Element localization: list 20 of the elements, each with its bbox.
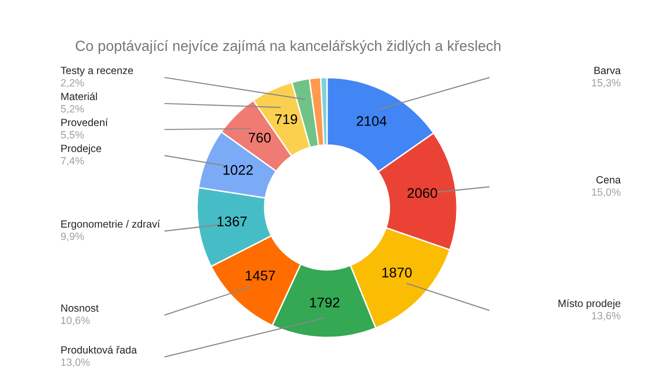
data-label: 1457 bbox=[246, 270, 275, 280]
data-label: 2060 bbox=[408, 188, 438, 198]
data-label: 2104 bbox=[356, 116, 387, 126]
slice-label: Materiál 5,2% bbox=[60, 92, 97, 114]
data-label: 1367 bbox=[218, 216, 247, 226]
chart-title: Co poptávající nejvíce zajímá na kancelářských židlých a křeslech bbox=[76, 40, 500, 54]
slice-label: Produktová řada 13,0% bbox=[61, 346, 137, 368]
data-label: 1022 bbox=[224, 165, 253, 175]
slice-label: Barva 15,3% bbox=[592, 66, 621, 88]
slice-label: Místo prodeje 13,6% bbox=[558, 299, 620, 321]
slice-label: Testy a recenze 2,2% bbox=[60, 66, 133, 88]
data-label: 760 bbox=[248, 132, 271, 143]
slice-label: Nosnost 10,6% bbox=[61, 304, 99, 326]
data-label: 1870 bbox=[382, 268, 412, 278]
slice-label: Ergonometrie / zdraví 9,9% bbox=[60, 220, 160, 242]
slice-label: Prodejce 7,4% bbox=[61, 144, 102, 166]
slice-label: Provedení 5,5% bbox=[60, 118, 108, 140]
data-label: 1792 bbox=[310, 298, 340, 308]
data-label: 719 bbox=[275, 114, 298, 124]
slice-label: Cena 15,0% bbox=[592, 176, 621, 198]
